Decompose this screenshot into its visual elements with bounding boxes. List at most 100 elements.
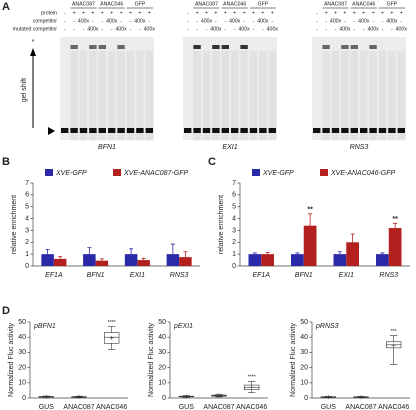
free-probe-band [117, 128, 125, 133]
group-label: GFP [258, 1, 269, 7]
legend-swatch [113, 169, 121, 176]
free-probe-band [193, 128, 201, 133]
significance-label: **** [108, 320, 116, 326]
bar [83, 254, 96, 266]
lane-sign: - [325, 18, 327, 24]
x-tick-label: ANAC046 [96, 404, 127, 410]
bar [248, 254, 262, 266]
y-tick-label: 3 [25, 227, 29, 234]
plot-title: pEXI1 [173, 323, 193, 330]
legend-swatch [252, 169, 260, 176]
group-label: ANAC046 [352, 1, 375, 7]
smear [378, 51, 387, 141]
smear [126, 51, 135, 141]
smear [341, 51, 349, 141]
gel-image [183, 37, 277, 140]
free-probe-band [360, 128, 368, 133]
lane-sign: + [196, 10, 199, 16]
y-tick-label: 40 [158, 334, 166, 341]
lane-sign: + [372, 10, 375, 16]
smear [98, 51, 106, 141]
lane-sign: + [82, 10, 85, 16]
lane-sign: 400x [134, 18, 146, 24]
row-label: protein [41, 10, 57, 16]
lane-sign: - [187, 18, 189, 24]
lane-sign: - [253, 18, 255, 24]
smear [193, 51, 201, 141]
free-probe-band [202, 128, 211, 133]
lane-sign: 400x [201, 18, 213, 24]
error-bar [58, 256, 63, 259]
group-label: ANAC087 [195, 1, 218, 7]
error-bar [129, 248, 134, 255]
bar [291, 254, 304, 266]
error-bar [265, 251, 270, 255]
lane-sign: - [325, 26, 327, 32]
significance-label: *** [391, 329, 397, 335]
significance-label: ** [392, 216, 398, 223]
mean-marker [326, 395, 331, 400]
legend-label: XVE-ANAC087-GFP [123, 170, 189, 177]
free-probe-band [388, 128, 396, 133]
y-tick-label: 0 [232, 263, 236, 270]
x-tick-label: GUS [179, 404, 195, 410]
y-tick-label: 0 [25, 263, 29, 270]
smear [70, 51, 78, 141]
lane-sign: + [214, 10, 217, 16]
free-probe-band [108, 128, 116, 133]
lane-sign: + [205, 10, 208, 16]
y-tick-label: 30 [158, 349, 166, 356]
lane-sign: - [344, 18, 346, 24]
lane-sign: - [111, 26, 113, 32]
lane-sign: - [262, 26, 264, 32]
lane-sign: + [261, 10, 264, 16]
x-tick-label: EXI1 [339, 272, 354, 279]
x-tick-label: BFN1 [295, 272, 313, 279]
y-tick-label: 0 [22, 395, 26, 402]
free-probe-band [126, 128, 135, 133]
lane-sign: - [64, 26, 66, 32]
shift-band [98, 45, 106, 49]
free-probe-band [89, 128, 97, 133]
bar [376, 254, 389, 266]
y-tick-label: 10 [158, 380, 166, 387]
error-bar [99, 258, 104, 261]
lane-sign: 400x [330, 18, 342, 24]
free-probe-band [397, 128, 405, 133]
free-probe-band [221, 128, 229, 133]
bar [137, 260, 150, 266]
lane-sign: + [400, 10, 403, 16]
error-bar [295, 252, 300, 255]
legend-label: XVE-GFP [262, 170, 294, 177]
y-tick-label: 40 [300, 334, 308, 341]
smear [136, 51, 144, 141]
lane-sign: 400x [367, 26, 379, 32]
x-tick-label: BFN1 [87, 272, 105, 279]
bar [333, 254, 347, 266]
y-tick-label: 2 [232, 239, 236, 246]
y-tick-label: 20 [300, 364, 308, 371]
gel-label: RNS3 [350, 144, 369, 151]
free-probe-arrow [48, 127, 55, 135]
smear [388, 51, 396, 141]
free-probe-band [145, 128, 153, 133]
lane-sign: - [271, 18, 273, 24]
free-probe-band [341, 128, 349, 133]
error-bar [252, 252, 257, 255]
group-label: ANAC087 [324, 1, 347, 7]
group-label: ANAC046 [100, 1, 123, 7]
error-bar [337, 251, 342, 255]
y-tick-label: 5 [25, 204, 29, 211]
y-tick-label: 5 [232, 204, 236, 211]
arrow-head [30, 48, 36, 56]
lane-sign: + [381, 10, 384, 16]
lane-sign: + [110, 10, 113, 16]
x-tick-label: ANAC087 [345, 404, 376, 410]
smear [350, 51, 358, 141]
bar [388, 228, 402, 266]
lane-sign: - [187, 10, 189, 16]
y-tick-label: 7 [232, 180, 236, 187]
smear [212, 51, 220, 141]
y-tick-label: 0 [162, 395, 166, 402]
